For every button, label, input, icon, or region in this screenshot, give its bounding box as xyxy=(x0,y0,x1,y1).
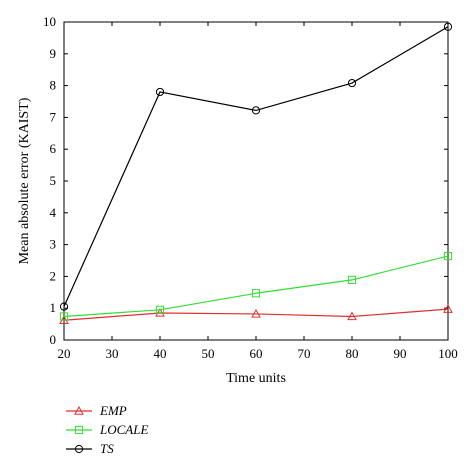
x-axis-label: Time units xyxy=(226,371,286,386)
y-tick-label: 0 xyxy=(50,332,57,347)
x-tick-label: 70 xyxy=(298,346,311,361)
data-point-triangle xyxy=(74,405,84,415)
data-point-square xyxy=(251,289,261,298)
data-point-circle xyxy=(74,444,84,454)
legend-label: LOCALE xyxy=(99,422,148,437)
series-layer xyxy=(59,22,453,324)
x-tick-label: 40 xyxy=(154,346,167,361)
y-axis-ticks: 0 1 2 3 4 5 6 7 8 9 10 xyxy=(43,14,448,347)
series-line xyxy=(63,308,449,321)
data-point-triangle xyxy=(347,311,357,321)
y-tick-label: 9 xyxy=(50,46,57,61)
legend-item-locale: LOCALE xyxy=(66,422,148,437)
plot-area xyxy=(63,21,449,341)
x-tick-label: 90 xyxy=(394,346,407,361)
data-point-square xyxy=(347,275,357,284)
x-tick-label: 100 xyxy=(438,346,458,361)
data-point-triangle xyxy=(251,308,261,318)
y-axis-label: Mean absolute error (KAIST) xyxy=(17,97,32,264)
y-tick-label: 6 xyxy=(50,141,57,156)
legend-label: TS xyxy=(100,441,114,456)
x-tick-label: 30 xyxy=(106,346,119,361)
data-point-circle xyxy=(155,87,165,97)
legend-item-emp: EMP xyxy=(66,403,127,418)
data-point-square xyxy=(59,312,69,321)
series-line xyxy=(63,255,449,318)
data-point-square xyxy=(155,305,165,314)
x-tick-label: 20 xyxy=(58,346,71,361)
data-point-square xyxy=(74,425,84,435)
y-tick-label: 10 xyxy=(43,14,56,29)
data-point-circle xyxy=(443,22,453,31)
x-tick-label: 50 xyxy=(202,346,215,361)
y-tick-label: 2 xyxy=(50,268,57,283)
x-tick-label: 60 xyxy=(250,346,263,361)
legend-label: EMP xyxy=(99,403,127,418)
y-tick-label: 7 xyxy=(50,109,57,124)
legend-item-ts: TS xyxy=(66,441,114,456)
y-tick-label: 3 xyxy=(50,237,57,252)
series-line xyxy=(63,26,449,307)
x-axis-ticks: 20 30 40 50 60 70 80 90 100 xyxy=(58,22,458,361)
data-point-circle xyxy=(251,106,261,115)
series-ts xyxy=(59,22,453,311)
y-tick-label: 8 xyxy=(50,78,57,93)
x-tick-label: 80 xyxy=(346,346,359,361)
series-locale xyxy=(59,251,453,321)
data-point-circle xyxy=(347,78,357,88)
y-tick-label: 4 xyxy=(50,205,57,220)
y-tick-label: 5 xyxy=(50,173,57,188)
data-point-square xyxy=(443,251,453,261)
data-point-circle xyxy=(59,302,69,311)
data-point-triangle xyxy=(155,307,165,317)
series-emp xyxy=(59,304,453,324)
legend: EMP LOCALE TS xyxy=(66,403,148,456)
data-point-triangle xyxy=(443,304,453,313)
plot-frame xyxy=(63,21,449,341)
y-tick-label: 1 xyxy=(50,300,57,315)
